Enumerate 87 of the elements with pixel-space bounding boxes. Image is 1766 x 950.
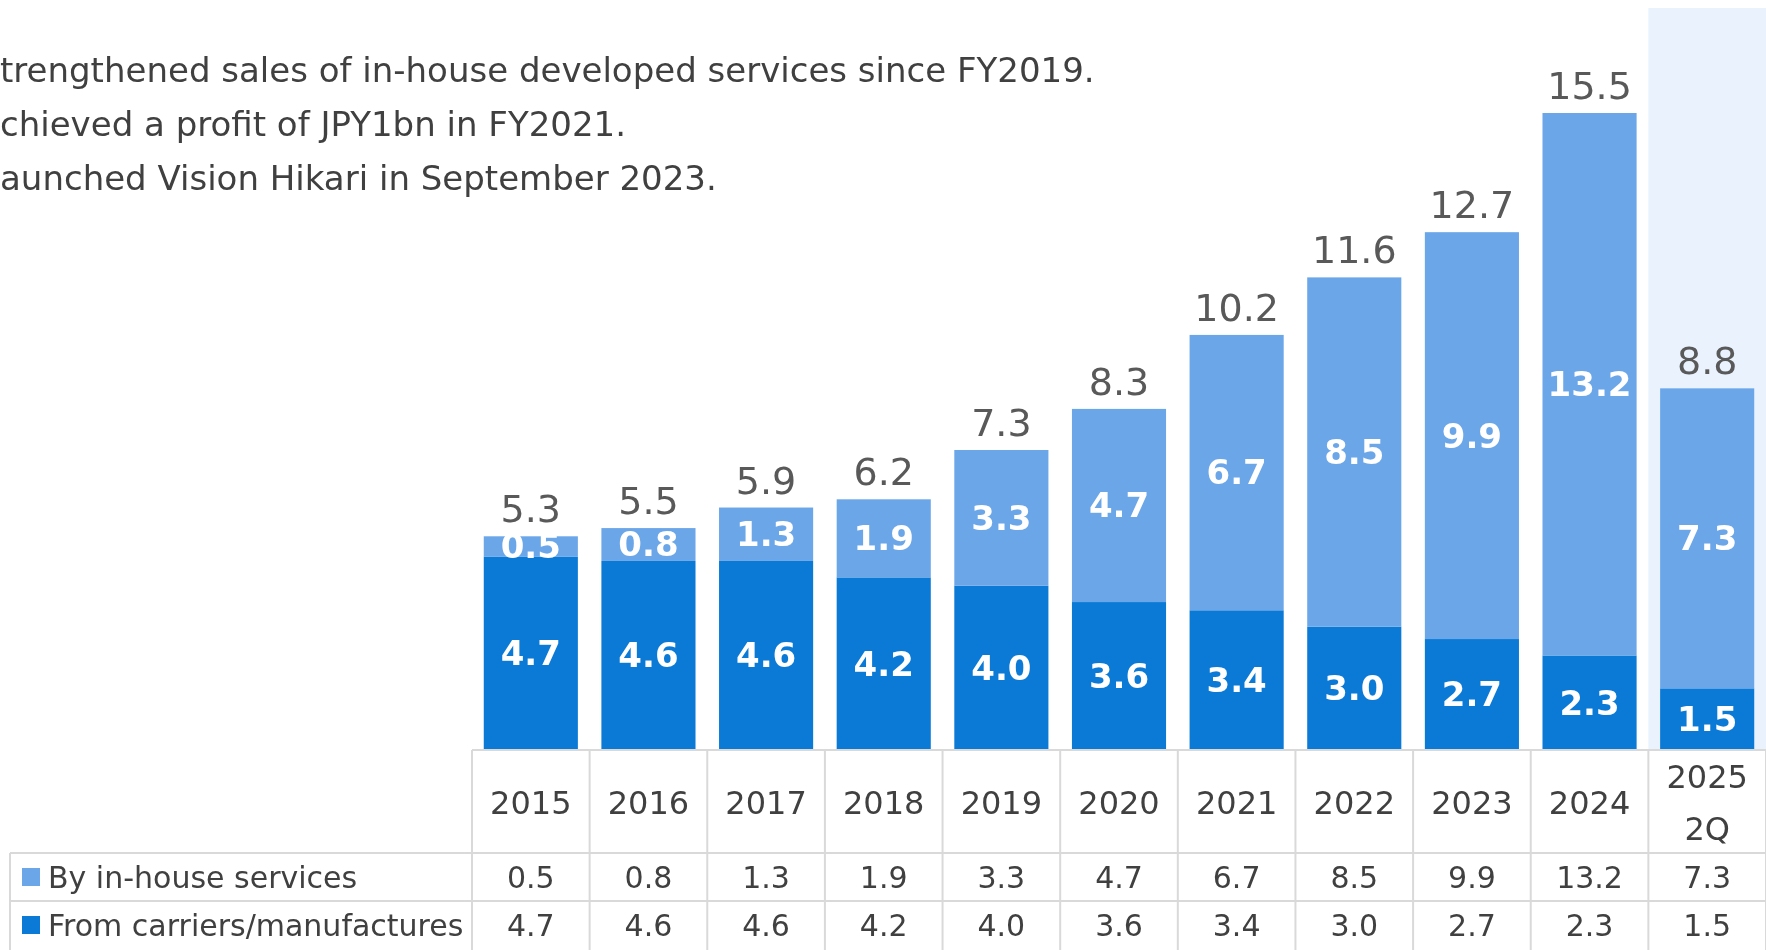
x-tick-label: 2017 [725,783,807,822]
total-label: 15.5 [1547,64,1632,108]
data-label: 1.5 [1683,907,1732,943]
x-tick-label: 2021 [1195,783,1278,822]
bar [1542,113,1637,656]
bar [1071,408,1167,603]
data-label: 3.3 [977,859,1026,895]
bar [1307,277,1402,627]
total-label: 12.7 [1429,183,1515,228]
annotation: aunched Vision Hikari in September 2023. [0,158,717,198]
x-tick-label: 2020 [1078,783,1160,822]
x-tick-label: 2015 [490,783,572,822]
legend-label: By in-house services [48,859,358,895]
text: 3.3 [971,497,1032,538]
text: 4.0 [971,647,1032,688]
annotation: chieved a profit of JPY1bn in FY2021. [0,104,627,144]
x-tick-label: 2019 [960,783,1043,822]
x-tick-label: 2023 [1431,783,1513,822]
text: 13.2 [1547,364,1632,405]
text: 2.7 [1441,674,1503,715]
x-tick-label: 2018 [843,783,925,822]
data-label: 0.8 [624,859,673,895]
data-label: 4.6 [742,907,790,943]
data-label: 4.0 [977,907,1026,943]
text: 8.5 [1324,431,1385,472]
bar [1542,655,1637,750]
bar [1307,626,1402,750]
total-label: 11.6 [1311,228,1397,273]
total-label: 10.2 [1194,285,1279,330]
text: 6.7 [1206,452,1267,493]
bar [719,560,814,750]
data-label: 7.3 [1683,859,1732,895]
text: 3.4 [1206,660,1267,701]
data-label: 2.7 [1448,907,1496,943]
data-label: 9.9 [1448,859,1496,895]
text: 4.2 [853,643,914,684]
text: 3.0 [1324,668,1385,709]
text: 1.3 [735,514,797,555]
data-label: 8.5 [1330,859,1379,895]
bar [601,560,696,750]
text: 0.8 [618,524,679,565]
total-label: 5.9 [735,458,797,503]
bar [836,499,931,578]
data-label: 4.7 [506,907,555,943]
bar [954,585,1049,750]
text: 1.9 [853,518,914,559]
text: 9.9 [1441,415,1503,456]
bar [1071,602,1167,750]
data-label: 4.7 [1095,859,1143,895]
text: 4.6 [735,635,797,676]
data-label: 1.9 [859,859,908,895]
bar [1189,334,1284,611]
data-label: 4.2 [859,907,908,943]
total-label: 8.8 [1676,339,1738,384]
x-tick-label: 2022 [1313,783,1395,822]
text: 4.7 [1088,485,1150,526]
bar [836,577,931,750]
total-label: 5.5 [618,479,679,524]
bar [483,556,578,750]
x-tick-label: 2025 2Q [1666,757,1748,848]
text: 4.7 [500,633,561,674]
data-label: 3.0 [1330,907,1379,943]
total-label: 6.2 [853,450,914,495]
text: 3.6 [1088,655,1150,696]
x-tick-label: 2024 [1548,783,1631,822]
total-label: 8.3 [1088,359,1150,404]
legend-label: From carriers/manufactures [48,907,464,943]
data-label: 3.4 [1212,907,1261,943]
data-label: 1.3 [742,859,790,895]
text: 4.6 [618,635,679,676]
data-label: 6.7 [1212,859,1261,895]
bar [954,449,1049,586]
x-tick-label: 2016 [607,783,690,822]
bar [1424,232,1519,640]
data-label: 3.6 [1095,907,1143,943]
text: 2.3 [1559,682,1620,723]
text: 1.5 [1677,699,1738,740]
text: 7.3 [1677,518,1738,559]
data-label: 13.2 [1556,859,1623,895]
total-label: 5.3 [500,487,562,532]
text: trengthened sales of in-house developed services since FY2019. [0,50,1095,90]
data-label: 0.5 [506,859,555,895]
data-label: 2.3 [1565,907,1614,943]
bar [1189,610,1284,750]
data-label: 4.6 [624,907,673,943]
total-label: 7.3 [971,400,1032,445]
bar [1424,639,1519,750]
